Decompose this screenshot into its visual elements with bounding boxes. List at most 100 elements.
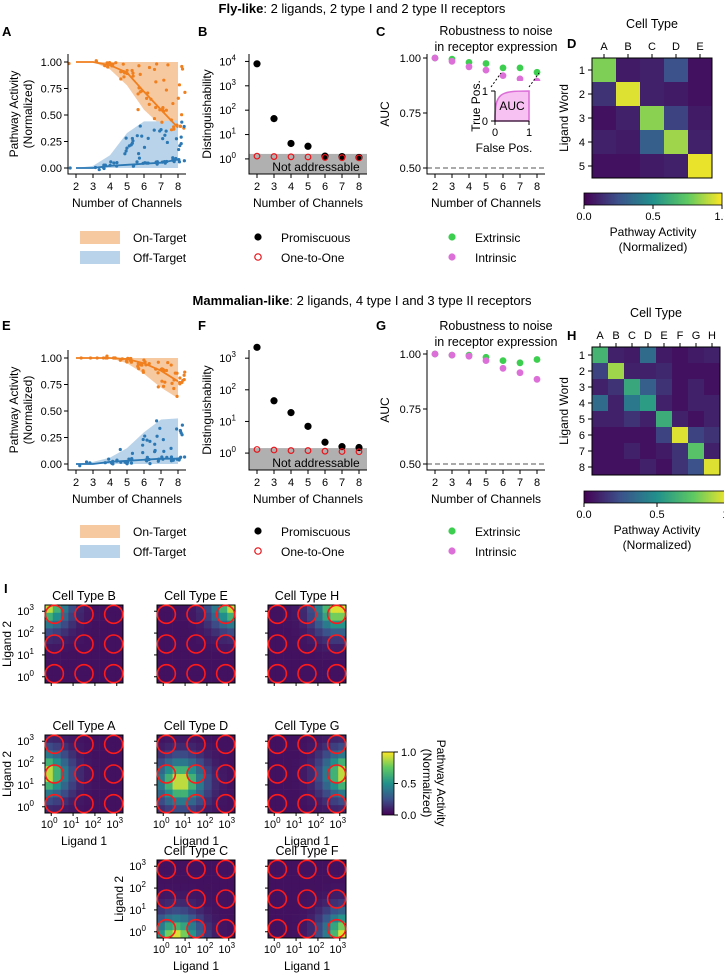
ligand-map-cell: [45, 805, 54, 814]
ligand-map-cell: [203, 742, 212, 751]
ligand-map-cell: [45, 766, 54, 775]
x-tick-label-G: 7: [517, 477, 523, 489]
ligand-map-cell: [211, 875, 220, 884]
colorbar-tick-label-D: 0.0: [576, 211, 591, 223]
ligand-map-cell: [227, 883, 236, 892]
ligand-map-cell: [283, 875, 292, 884]
ligand-map-cell: [107, 735, 116, 744]
legend-intrinsic-label-2: Intrinsic: [475, 545, 516, 559]
ligand-map-cell: [60, 797, 69, 806]
ligand-map-sample-circle: [186, 604, 206, 625]
x-tick-label-F: 8: [356, 477, 362, 489]
ligand-map-ytick-label-base: 10: [17, 672, 29, 684]
ligand-map-cell: [203, 906, 212, 915]
ligand-map-cell: [307, 805, 316, 814]
ligand-map-cell: [203, 867, 212, 876]
ligand-map-cell: [172, 758, 181, 767]
ligand-map-xtick-label-base: 10: [106, 819, 118, 831]
title-line1-G: Robustness to noise: [439, 319, 552, 333]
y-tick-label-A: 0.25: [41, 137, 62, 149]
ligand-map-cell: [227, 659, 236, 668]
ligand-map-cell: [172, 922, 181, 931]
heatmap-title-D: Cell Type: [626, 17, 678, 31]
ligand-map-xtick-label-base: 10: [308, 819, 320, 831]
ligand-map-cell: [211, 766, 220, 775]
x-tick-label-E: 2: [73, 477, 79, 489]
ligand-map-cell: [196, 899, 205, 908]
ligand-map-xtick-label-exponent: 3: [119, 816, 124, 825]
ligand-map-cell: [275, 758, 284, 767]
ligand-map-cell: [164, 922, 173, 931]
ligand-map-cell: [84, 742, 93, 751]
ligand-map-sample-circle: [103, 734, 124, 755]
x-axis-label-F: Number of Channels: [253, 492, 363, 506]
ligand-map-xtick-label: 101: [63, 816, 80, 831]
axes-G: [426, 350, 545, 471]
off_target-point-E: [182, 455, 187, 459]
ligand-map-cell: [299, 930, 308, 939]
ligand-map-cell: [84, 781, 93, 790]
ligand-map-cell: [52, 612, 61, 621]
ligand-map-title: Cell Type G: [274, 719, 339, 733]
ligand-map-cell: [227, 628, 236, 637]
ligand-map-cell: [307, 891, 316, 900]
ligand-map-cell: [322, 922, 331, 931]
ligand-map-cell: [99, 789, 108, 798]
y-tick-label-A: 0.00: [41, 163, 62, 175]
ligand-map-cell: [291, 891, 300, 900]
ligand-map-ytick-label-exponent: 3: [30, 603, 35, 612]
ligand-map-cell: [307, 667, 316, 676]
ligand-map-cell: [172, 667, 181, 676]
ligand-map-sample-circle: [297, 663, 317, 684]
off_target-point-A: [135, 134, 139, 138]
y-tick-label-B-exponent: 1: [232, 127, 237, 136]
ligand-map-xtick-label-exponent: 0: [276, 816, 281, 825]
ligand-map-xtick-label-base: 10: [41, 819, 53, 831]
heatmap-cell-D: [664, 58, 689, 83]
ligand-map-cell: [219, 781, 228, 790]
ligand-map-cell: [283, 612, 292, 621]
on_target-point-E: [160, 379, 164, 383]
ligand-map-cell: [157, 659, 166, 668]
ligand-map-cell: [188, 867, 197, 876]
ligand-map-cell: [203, 651, 212, 660]
ligand-map-cell: [283, 605, 292, 614]
heatmap-cell-H: [640, 459, 657, 476]
ligand-map-cell: [84, 667, 93, 676]
colorbar-I: [381, 751, 395, 816]
ligand-map-xtick-label: 103: [218, 816, 235, 831]
ligand-map-cell: [275, 735, 284, 744]
heatmap-cell-D: [616, 130, 641, 155]
ligand-map-cell: [157, 781, 166, 790]
ligand-map-cell: [275, 636, 284, 645]
row-label-H: 5: [579, 414, 585, 426]
x-tick-label-B: 7: [339, 181, 345, 193]
ligand-map-cell: [299, 774, 308, 783]
off_target-point-E: [155, 434, 159, 438]
off_target-point-E: [148, 439, 152, 443]
ligand-map-cell: [52, 636, 61, 645]
ligand-map-cell: [91, 750, 100, 759]
ligand-map-cell: [172, 867, 181, 876]
ligand-map-cell: [314, 789, 323, 798]
heatmap-cell-D: [616, 82, 641, 107]
ligand-map-cell: [211, 930, 220, 939]
ligand-map-cell: [180, 883, 189, 892]
ligand-map-cell: [60, 651, 69, 660]
on-target-band-E: [76, 358, 178, 399]
ligand-map-cell: [172, 628, 181, 637]
ligand-map-ytick-label-base: 10: [129, 883, 141, 895]
heatmap-cell-H: [672, 411, 689, 428]
on_target-point-A: [161, 106, 165, 111]
y-tick-label-F: 103: [219, 350, 236, 365]
y-tick-label-E: 1.00: [41, 353, 62, 365]
ligand-map-cell: [196, 636, 205, 645]
ligand-map-cell: [52, 605, 61, 614]
ligand-map-cell: [330, 636, 339, 645]
ligand-map-cell: [107, 750, 116, 759]
ligand-map-cell: [299, 766, 308, 775]
ligand-map-title: Cell Type D: [164, 719, 228, 733]
ligand-map-cell: [107, 605, 116, 614]
promiscuous-point-F: [304, 422, 312, 430]
heatmap-cell-H: [608, 459, 625, 476]
